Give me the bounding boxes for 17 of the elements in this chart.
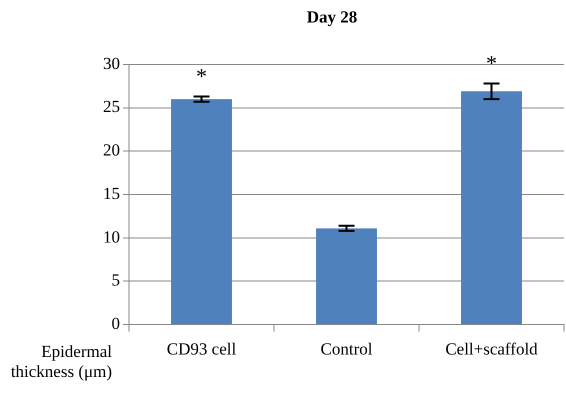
bar <box>461 91 522 324</box>
annotation: * <box>486 50 497 76</box>
x-tick-label: Cell+scaffold <box>445 339 538 358</box>
y-tick-label: 20 <box>103 140 120 160</box>
y-tick-label: 5 <box>112 270 120 290</box>
y-tick-label: 0 <box>112 314 120 334</box>
y-axis-title: Epidermal thickness (μm) <box>10 342 112 382</box>
y-tick-label: 15 <box>103 184 120 203</box>
chart-title: Day 28 <box>306 8 358 27</box>
y-tick-label: 25 <box>103 97 120 116</box>
bar <box>171 99 232 324</box>
x-tick-label: CD93 cell <box>166 339 236 358</box>
bar <box>316 228 377 324</box>
y-tick-label: 10 <box>103 227 120 246</box>
x-tick-label: Control <box>320 339 373 358</box>
annotation: * <box>196 63 207 88</box>
y-tick-label: 30 <box>103 54 120 73</box>
